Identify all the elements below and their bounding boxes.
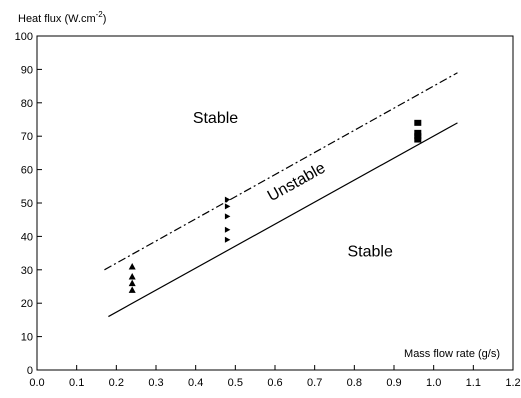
data-point-triangle <box>128 272 136 280</box>
data-point-triangle-right <box>224 203 231 210</box>
region-label-unstable: Unstable <box>265 160 329 206</box>
y-tick-label: 60 <box>21 165 33 177</box>
lines-layer <box>104 72 458 318</box>
data-point-triangle-right <box>224 213 231 220</box>
y-tick-label: 40 <box>21 231 33 243</box>
x-tick-label: 0.5 <box>228 377 243 389</box>
region-label-stable: Stable <box>348 243 393 260</box>
upper-boundary-line <box>104 72 458 271</box>
y-tick-label: 10 <box>21 332 33 344</box>
y-axis-label: Heat flux (W.cm-2) <box>18 10 106 25</box>
y-tick-label: 100 <box>15 31 33 43</box>
x-tick-label: 0.1 <box>69 377 84 389</box>
x-tick-label: 0.7 <box>307 377 322 389</box>
axes-layer: 0.0 0.1 0.2 0.3 0.4 0.5 0.6 0.7 0.8 0.9 1.0 1.1 1.2 0… <box>15 10 521 389</box>
x-tick-label: 0.2 <box>109 377 124 389</box>
y-tick-label: 30 <box>21 265 33 277</box>
x-axis-label: Mass flow rate (g/s) <box>404 348 500 360</box>
region-label-stable: Stable <box>193 110 238 127</box>
x-tick-label: 0.9 <box>386 377 401 389</box>
labels-layer: Stable Unstable Stable <box>193 110 393 261</box>
data-point-triangle <box>128 262 136 270</box>
x-tick-label: 1.2 <box>505 377 520 389</box>
data-point-square <box>414 129 422 136</box>
data-point-triangle <box>128 279 136 287</box>
y-tick-label: 80 <box>21 98 33 110</box>
data-point-triangle-right <box>224 226 231 233</box>
points-layer <box>128 119 422 293</box>
y-tick-label: 20 <box>21 298 33 310</box>
data-point-square <box>414 136 422 143</box>
data-point-square <box>414 119 422 126</box>
data-point-triangle-right <box>224 196 231 203</box>
x-tick-label: 1.1 <box>466 377 481 389</box>
y-axis-label-main: Heat flux (W.cm <box>18 13 96 25</box>
x-tick-label: 0.8 <box>347 377 362 389</box>
x-tick-label: 0.3 <box>148 377 163 389</box>
y-axis-label-exponent: -2 <box>96 10 104 19</box>
lower-boundary-line <box>108 122 458 318</box>
y-tick-label: 90 <box>21 64 33 76</box>
x-tick-label: 1.0 <box>426 377 441 389</box>
y-tick-label: 70 <box>21 131 33 143</box>
x-tick-label: 0.6 <box>267 377 282 389</box>
data-point-triangle <box>128 286 136 293</box>
data-point-triangle-right <box>224 236 231 243</box>
y-axis-label-close: ) <box>103 13 107 25</box>
y-tick-label: 50 <box>21 198 33 210</box>
x-tick-label: 0.4 <box>188 377 203 389</box>
y-tick-label: 0 <box>27 365 33 377</box>
x-tick-label: 0.0 <box>29 377 44 389</box>
data-point-square <box>414 133 422 140</box>
